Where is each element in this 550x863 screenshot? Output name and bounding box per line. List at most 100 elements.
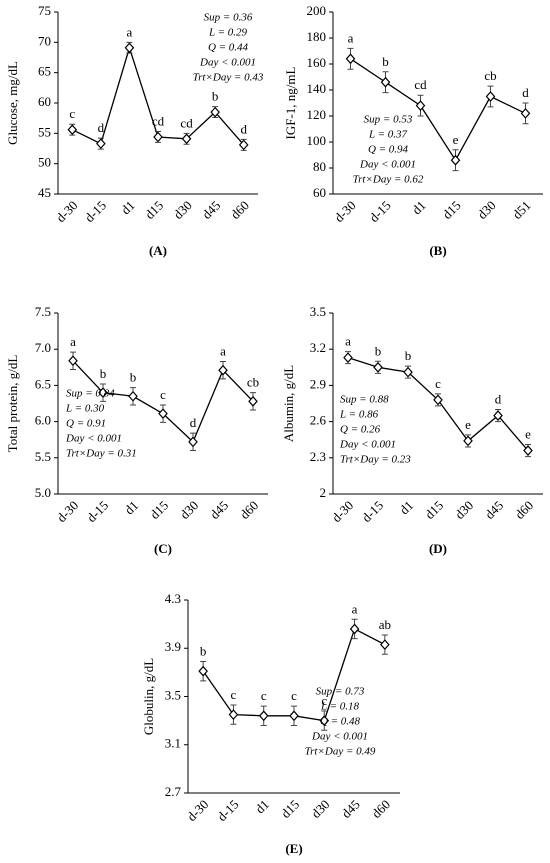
marker bbox=[98, 387, 108, 399]
marker bbox=[319, 715, 330, 727]
stat-annotation: Day < 0.001 bbox=[339, 439, 396, 451]
x-tick-label: d30 bbox=[474, 198, 498, 222]
stat-annotation: Sup = 0.36 bbox=[204, 12, 253, 24]
y-tick-label: 160 bbox=[307, 55, 327, 70]
x-tick-label: d60 bbox=[512, 498, 536, 522]
marker bbox=[520, 107, 531, 119]
x-tick-label: d1 bbox=[118, 198, 138, 218]
significance-letter: c bbox=[435, 376, 441, 391]
y-tick-label: 180 bbox=[307, 29, 327, 44]
significance-letter: b bbox=[130, 370, 137, 385]
y-axis-label: Total protein, g/dL bbox=[5, 355, 20, 453]
marker bbox=[158, 408, 168, 420]
y-tick-label: 65 bbox=[38, 64, 51, 79]
y-tick-label: 4.3 bbox=[165, 591, 181, 606]
panel-label: (E) bbox=[285, 841, 302, 856]
significance-letter: cb bbox=[484, 68, 496, 83]
stat-annotation: L = 0.86 bbox=[339, 409, 379, 421]
panel-label: (D) bbox=[429, 541, 447, 556]
marker bbox=[198, 665, 208, 677]
x-tick-label: d45 bbox=[199, 198, 223, 222]
significance-letter: a bbox=[345, 334, 351, 349]
significance-letter: a bbox=[348, 30, 354, 45]
marker bbox=[485, 91, 496, 102]
marker bbox=[258, 710, 269, 722]
stat-annotation: Trt×Day = 0.23 bbox=[340, 454, 411, 466]
panel-label: (C) bbox=[154, 541, 172, 556]
significance-letter: b bbox=[405, 348, 412, 363]
marker bbox=[403, 366, 413, 378]
y-tick-label: 2 bbox=[320, 485, 327, 500]
marker bbox=[493, 410, 503, 421]
marker bbox=[218, 364, 228, 376]
x-tick-label: d30 bbox=[177, 498, 201, 522]
x-tick-label: d1 bbox=[396, 498, 416, 518]
significance-letter: b bbox=[375, 343, 382, 358]
x-tick-label: d-30 bbox=[184, 797, 211, 824]
significance-letter: b bbox=[200, 644, 207, 659]
x-tick-label: d-30 bbox=[331, 198, 358, 225]
y-tick-label: 100 bbox=[307, 133, 327, 148]
y-tick-label: 3.5 bbox=[310, 304, 326, 319]
y-tick-label: 5.0 bbox=[35, 485, 51, 500]
x-tick-label: d45 bbox=[338, 797, 362, 821]
stat-annotation: Sup = 0.73 bbox=[316, 686, 365, 698]
marker bbox=[349, 623, 360, 635]
significance-letter: cd bbox=[180, 115, 193, 130]
x-tick-label: d-15 bbox=[359, 498, 386, 525]
stat-annotation: Sup = 0.88 bbox=[340, 394, 389, 406]
x-tick-label: d15 bbox=[422, 498, 446, 522]
marker bbox=[68, 355, 78, 367]
stat-annotation: Trt×Day = 0.62 bbox=[353, 174, 424, 186]
y-tick-label: 200 bbox=[307, 3, 327, 18]
significance-letter: cb bbox=[247, 375, 259, 390]
x-tick-label: d-15 bbox=[214, 797, 241, 824]
marker bbox=[181, 133, 192, 145]
x-tick-label: d-15 bbox=[84, 498, 111, 525]
marker bbox=[96, 138, 106, 150]
marker bbox=[153, 131, 163, 143]
x-tick-label: d-30 bbox=[53, 198, 80, 225]
stat-annotation: L = 0.18 bbox=[320, 701, 360, 713]
x-tick-label: d30 bbox=[452, 498, 476, 522]
marker bbox=[128, 390, 138, 402]
stat-annotation: Trt×Day = 0.31 bbox=[66, 448, 137, 460]
significance-letter: e bbox=[465, 417, 471, 432]
marker bbox=[238, 139, 249, 151]
significance-letter: d bbox=[240, 121, 247, 136]
significance-letter: c bbox=[69, 106, 75, 121]
stat-annotation: Q = 0.48 bbox=[320, 716, 361, 728]
stat-annotation: L = 0.37 bbox=[368, 129, 408, 141]
x-tick-label: d60 bbox=[369, 797, 393, 821]
y-tick-label: 60 bbox=[313, 185, 326, 200]
y-tick-label: 7.0 bbox=[35, 340, 51, 355]
y-tick-label: 2.7 bbox=[165, 784, 182, 799]
x-tick-label: d60 bbox=[228, 198, 252, 222]
stat-annotation: Day < 0.001 bbox=[199, 57, 256, 69]
x-tick-label: d15 bbox=[278, 797, 302, 821]
significance-letter: ab bbox=[379, 617, 391, 632]
stat-annotation: Sup = 0.53 bbox=[364, 114, 413, 126]
significance-letter: d bbox=[190, 415, 197, 430]
x-tick-label: d-30 bbox=[329, 498, 356, 525]
marker bbox=[380, 639, 390, 651]
y-tick-label: 120 bbox=[307, 107, 327, 122]
y-tick-label: 2.9 bbox=[310, 376, 326, 391]
significance-letter: b bbox=[212, 89, 219, 104]
y-tick-label: 45 bbox=[38, 185, 51, 200]
y-tick-label: 3.9 bbox=[165, 639, 181, 654]
x-tick-label: d51 bbox=[509, 198, 533, 222]
stat-annotation: Sup = 0.84 bbox=[66, 388, 115, 400]
stat-annotation: Q = 0.91 bbox=[66, 418, 106, 430]
x-tick-label: d15 bbox=[142, 198, 166, 222]
y-axis-label: Globulin, g/dL bbox=[141, 658, 156, 735]
marker bbox=[433, 394, 443, 406]
y-tick-label: 5.5 bbox=[35, 449, 51, 464]
significance-letter: d bbox=[522, 85, 529, 100]
stat-annotation: Q = 0.94 bbox=[368, 144, 409, 156]
marker bbox=[463, 435, 473, 447]
x-tick-label: d30 bbox=[170, 198, 194, 222]
y-tick-label: 3.5 bbox=[165, 687, 181, 702]
y-axis-label: Albumin, g/dL bbox=[281, 365, 296, 442]
significance-letter: c bbox=[261, 688, 267, 703]
